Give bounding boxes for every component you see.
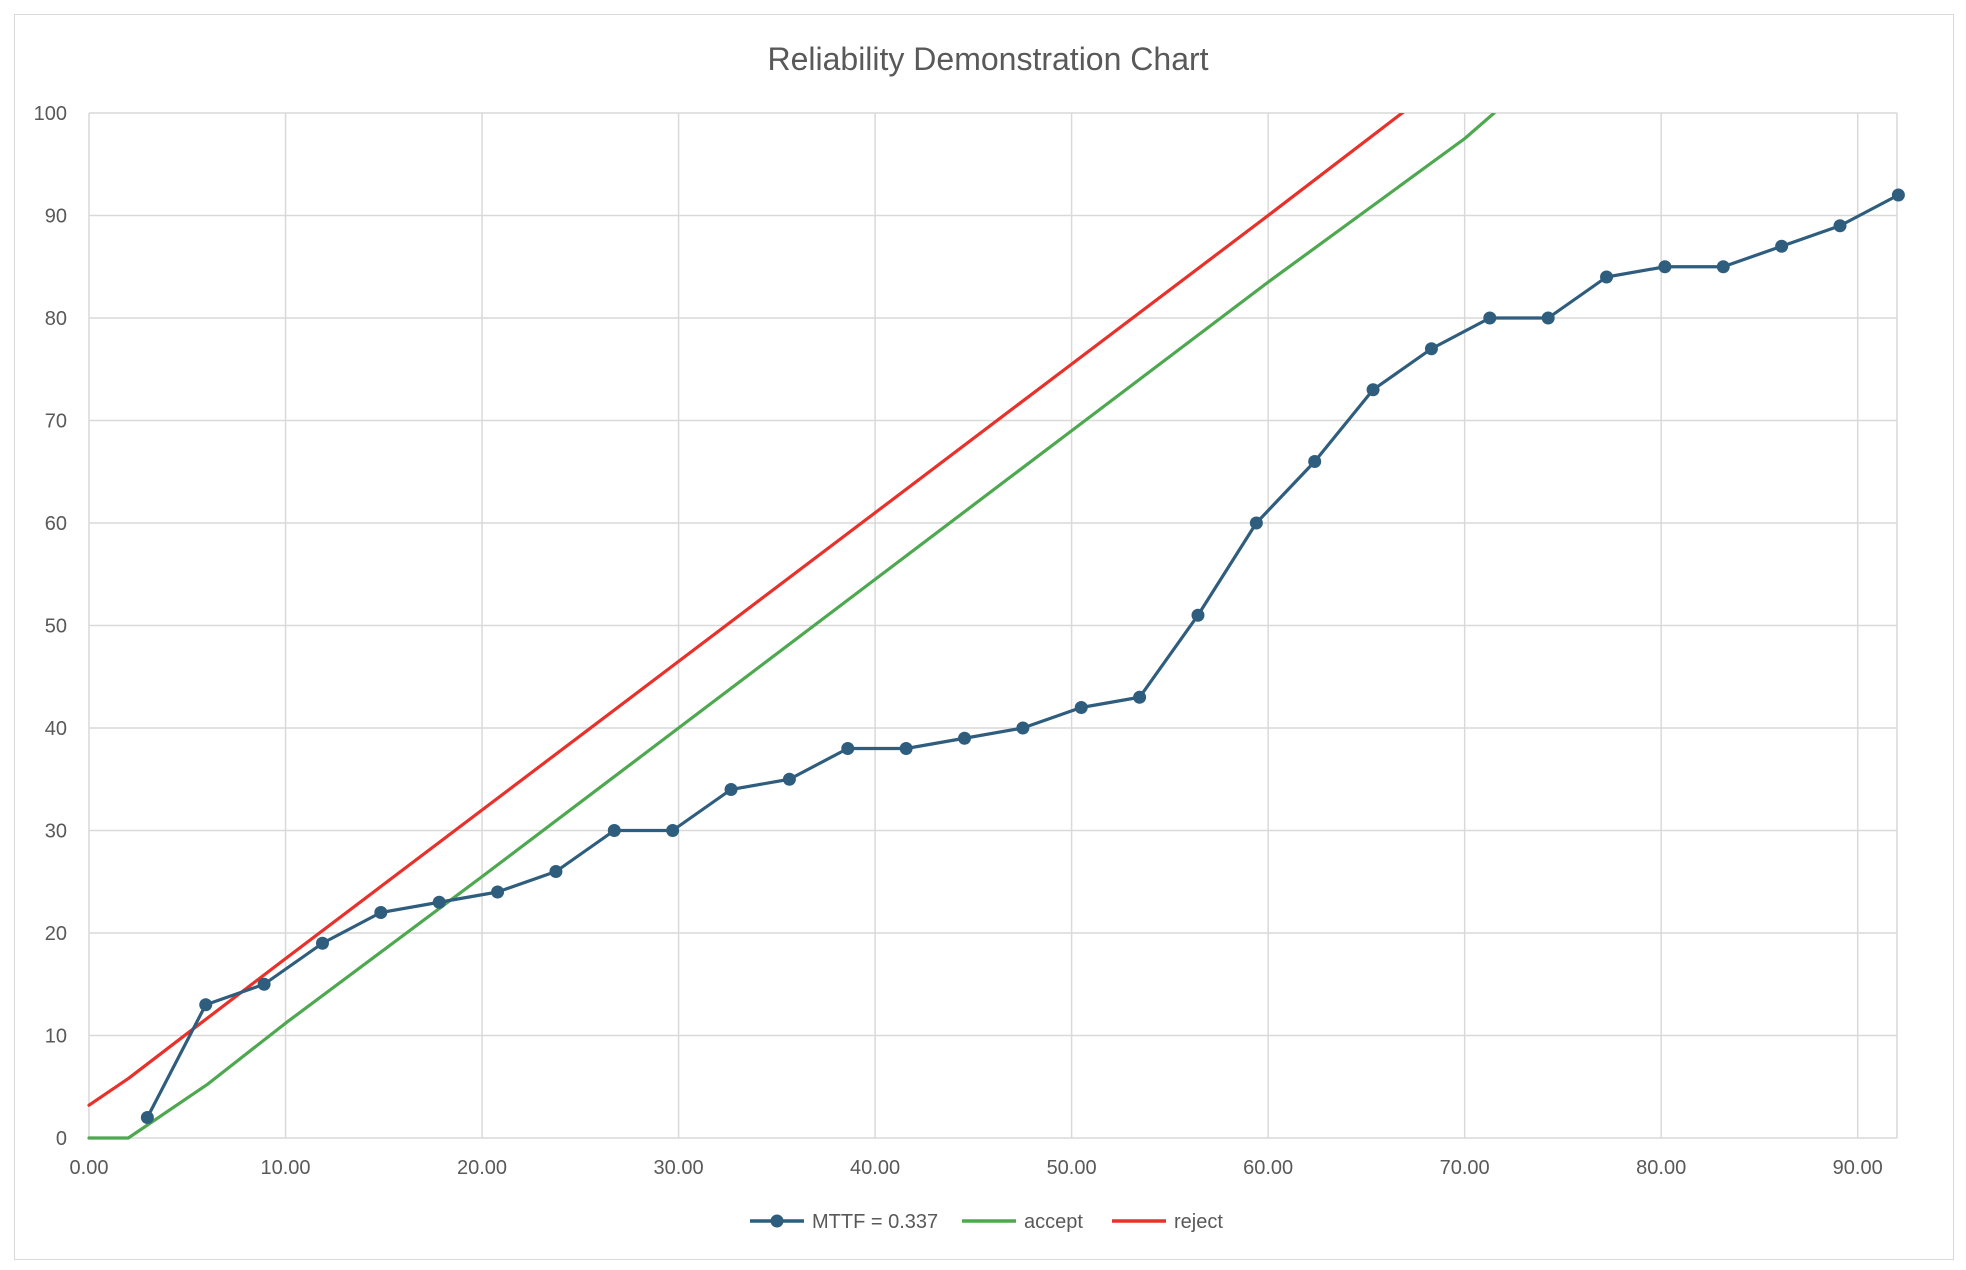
data-point <box>1716 260 1730 274</box>
y-tick-label: 80 <box>45 308 67 330</box>
x-tick-label: 70.00 <box>1440 1157 1490 1179</box>
x-tick-label: 20.00 <box>457 1157 507 1179</box>
series-line-reject <box>87 113 1405 1107</box>
data-point <box>899 742 913 755</box>
data-point <box>958 731 972 745</box>
legend-label: reject <box>1174 1211 1223 1233</box>
gridlines <box>88 112 1898 1139</box>
data-point <box>724 783 738 796</box>
legend-item: reject <box>1112 1211 1223 1233</box>
data-point <box>1483 311 1497 325</box>
data-point <box>549 865 563 878</box>
data-point <box>1074 701 1088 714</box>
series-reject <box>87 113 1405 1107</box>
data-point <box>1424 342 1438 356</box>
legend: MTTF = 0.337 accept reject <box>750 1211 1223 1233</box>
y-tick-label: 30 <box>45 821 67 843</box>
data-point <box>1833 219 1847 233</box>
x-tick-label: 40.00 <box>850 1157 900 1179</box>
chart-frame <box>14 14 1954 1260</box>
data-point <box>491 885 505 899</box>
series-mttf-0-337 <box>140 188 1905 1124</box>
legend-label: accept <box>1024 1211 1083 1233</box>
data-point <box>1016 721 1030 735</box>
data-point <box>1541 311 1555 325</box>
data-point <box>1775 239 1789 253</box>
legend-item: MTTF = 0.337 <box>750 1211 938 1233</box>
legend-label: MTTF = 0.337 <box>812 1211 938 1233</box>
y-tick-label: 90 <box>45 206 67 228</box>
y-tick-label: 20 <box>45 923 67 945</box>
legend-marker <box>770 1214 784 1228</box>
y-tick-label: 40 <box>45 718 67 740</box>
data-point <box>607 824 621 837</box>
data-point <box>199 998 213 1012</box>
y-tick-label: 50 <box>45 616 67 638</box>
legend-item: accept <box>962 1211 1083 1233</box>
y-tick-label: 70 <box>45 411 67 433</box>
data-point <box>1133 690 1147 704</box>
x-tick-label: 0.00 <box>70 1157 109 1179</box>
y-tick-label: 60 <box>45 513 67 535</box>
data-point <box>1249 516 1263 530</box>
x-tick-label: 10.00 <box>260 1157 310 1179</box>
series-line-mttf-0-337 <box>145 193 1900 1120</box>
axis-ticks: 0 10 20 30 40 50 60 70 80 90 100 0.00 10.00 20.00 30.0… <box>34 103 1883 1179</box>
data-point <box>374 906 388 919</box>
series-layer <box>87 113 1905 1140</box>
data-point <box>666 824 680 837</box>
data-point <box>140 1111 154 1124</box>
y-tick-label: 10 <box>45 1026 67 1048</box>
x-tick-label: 60.00 <box>1243 1157 1293 1179</box>
x-tick-label: 30.00 <box>654 1157 704 1179</box>
data-point <box>841 742 855 755</box>
series-line-accept <box>87 113 1496 1140</box>
data-point <box>315 936 329 950</box>
x-tick-label: 50.00 <box>1047 1157 1097 1179</box>
data-point <box>432 895 446 909</box>
y-tick-label: 100 <box>34 103 67 125</box>
data-point <box>1891 188 1905 202</box>
chart-title: Reliability Demonstration Chart <box>767 41 1208 77</box>
data-point <box>1658 260 1672 274</box>
x-tick-label: 80.00 <box>1636 1157 1686 1179</box>
data-point <box>1308 455 1322 468</box>
x-tick-label: 90.00 <box>1833 1157 1883 1179</box>
data-point <box>257 977 271 991</box>
data-point <box>1366 383 1380 397</box>
y-tick-label: 0 <box>56 1128 67 1150</box>
data-point <box>782 772 796 786</box>
data-point <box>1191 608 1205 622</box>
data-point <box>1600 270 1614 284</box>
series-accept <box>87 113 1496 1140</box>
